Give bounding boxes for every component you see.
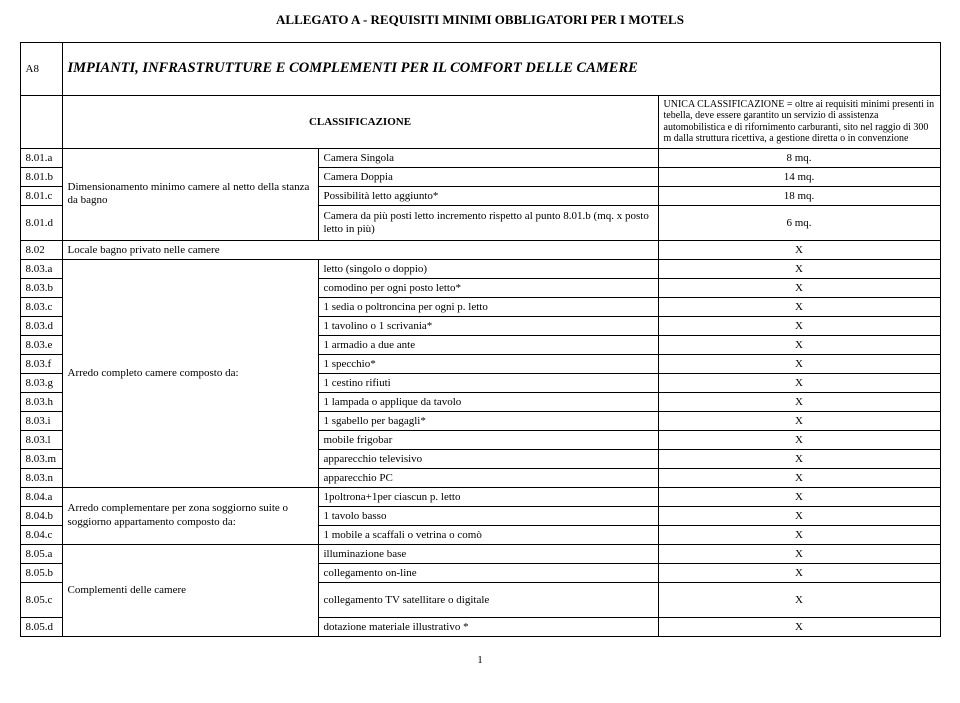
row-code: 8.02 [20, 240, 63, 260]
row-desc: Possibilità letto aggiunto* [318, 186, 659, 206]
row-val: X [658, 468, 941, 488]
row-code: 8.01.c [20, 186, 63, 206]
row-desc: 1 specchio* [318, 354, 659, 374]
row-desc: 1 cestino rifiuti [318, 373, 659, 393]
row-val: X [658, 335, 941, 355]
page-header: ALLEGATO A - REQUISITI MINIMI OBBLIGATOR… [20, 12, 940, 28]
page-number: 1 [20, 654, 940, 666]
row-desc: dotazione materiale illustrativo * [318, 617, 659, 637]
row-desc: collegamento TV satellitare o digitale [318, 582, 659, 618]
row-val: X [658, 525, 941, 545]
row-val: 8 mq. [658, 148, 941, 168]
group-complementi: Complementi delle camere [62, 544, 319, 637]
row-code: 8.05.d [20, 617, 63, 637]
classification-label: CLASSIFICAZIONE [62, 95, 659, 149]
row-desc: collegamento on-line [318, 563, 659, 583]
row-code: 8.03.c [20, 297, 63, 317]
row-code: 8.01.d [20, 205, 63, 241]
row-val: X [658, 430, 941, 450]
row-desc: Camera Singola [318, 148, 659, 168]
row-code: 8.03.g [20, 373, 63, 393]
blank-cell [20, 95, 63, 149]
row-code: 8.03.h [20, 392, 63, 412]
row-code: 8.05.b [20, 563, 63, 583]
row-code: 8.03.a [20, 259, 63, 279]
row-code: 8.03.n [20, 468, 63, 488]
row-desc: Camera Doppia [318, 167, 659, 187]
row-val: X [658, 449, 941, 469]
row-desc: 1 mobile a scaffali o vetrina o comò [318, 525, 659, 545]
row-val: X [658, 392, 941, 412]
row-desc: 1 tavolo basso [318, 506, 659, 526]
row-desc: comodino per ogni posto letto* [318, 278, 659, 298]
row-val: X [658, 373, 941, 393]
row-code: 8.05.c [20, 582, 63, 618]
row-desc: 1 armadio a due ante [318, 335, 659, 355]
requirements-table: A8 IMPIANTI, INFRASTRUTTURE E COMPLEMENT… [20, 42, 940, 636]
row-code: 8.04.a [20, 487, 63, 507]
row-code: 8.01.b [20, 167, 63, 187]
group-arredo-complementare: Arredo complementare per zona soggiorno … [62, 487, 319, 545]
row-val: X [658, 297, 941, 317]
section-code: A8 [20, 42, 63, 96]
row-val: 14 mq. [658, 167, 941, 187]
row-val: X [658, 278, 941, 298]
row-desc: Camera da più posti letto incremento ris… [318, 205, 659, 241]
row-val: X [658, 563, 941, 583]
row-code: 8.03.i [20, 411, 63, 431]
row-val: X [658, 259, 941, 279]
row-val: X [658, 240, 941, 260]
row-val: X [658, 316, 941, 336]
section-title: IMPIANTI, INFRASTRUTTURE E COMPLEMENTI P… [62, 42, 941, 96]
row-desc: apparecchio televisivo [318, 449, 659, 469]
group-arredo-completo: Arredo completo camere composto da: [62, 259, 319, 488]
row-val: X [658, 354, 941, 374]
row-code: 8.01.a [20, 148, 63, 168]
row-desc: mobile frigobar [318, 430, 659, 450]
row-desc: 1 sgabello per bagagli* [318, 411, 659, 431]
row-desc: 1 sedia o poltroncina per ogni p. letto [318, 297, 659, 317]
row-code: 8.03.b [20, 278, 63, 298]
row-code: 8.05.a [20, 544, 63, 564]
row-val: X [658, 617, 941, 637]
row-code: 8.03.e [20, 335, 63, 355]
row-val: X [658, 544, 941, 564]
row-val: X [658, 582, 941, 618]
row-code: 8.04.b [20, 506, 63, 526]
row-val: X [658, 487, 941, 507]
row-desc: 1poltrona+1per ciascun p. letto [318, 487, 659, 507]
row-desc: letto (singolo o doppio) [318, 259, 659, 279]
row-val: X [658, 506, 941, 526]
row-val: 18 mq. [658, 186, 941, 206]
row-code: 8.04.c [20, 525, 63, 545]
row-desc: illuminazione base [318, 544, 659, 564]
row-desc: 1 tavolino o 1 scrivania* [318, 316, 659, 336]
classification-desc: UNICA CLASSIFICAZIONE = oltre ai requisi… [658, 95, 941, 149]
row-desc: apparecchio PC [318, 468, 659, 488]
group-locale: Locale bagno privato nelle camere [62, 240, 659, 260]
row-code: 8.03.m [20, 449, 63, 469]
row-desc: 1 lampada o applique da tavolo [318, 392, 659, 412]
group-dimensionamento: Dimensionamento minimo camere al netto d… [62, 148, 319, 241]
row-val: X [658, 411, 941, 431]
row-code: 8.03.l [20, 430, 63, 450]
row-code: 8.03.f [20, 354, 63, 374]
row-val: 6 mq. [658, 205, 941, 241]
row-code: 8.03.d [20, 316, 63, 336]
